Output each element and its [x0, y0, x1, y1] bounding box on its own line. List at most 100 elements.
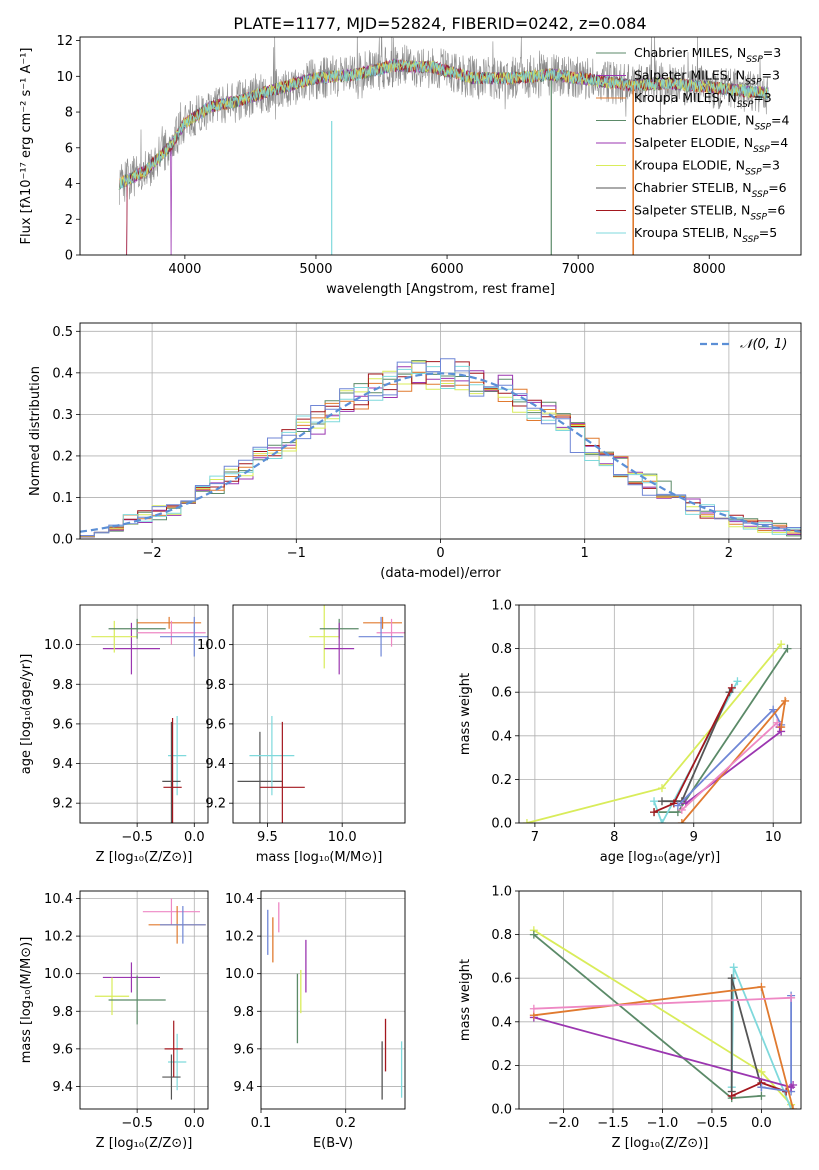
y-tick-label: 10.0: [44, 967, 73, 982]
gaussian-curve: [80, 372, 801, 533]
y-axis-label: Flux [fλ10⁻¹⁷ erg cm⁻² s⁻¹ A⁻¹]: [19, 48, 34, 245]
axes-frame: [79, 604, 209, 824]
axes-frame: [232, 604, 406, 824]
x-axis-label: mass [log₁₀(M/M⊙)]: [256, 850, 383, 865]
weight-line: [533, 1016, 794, 1089]
axes-frame: [79, 322, 802, 540]
y-tick-label: 9.8: [52, 678, 73, 693]
weight-marker: [777, 640, 786, 649]
y-tick-label: 10.4: [44, 892, 73, 907]
weight-marker: [729, 963, 738, 972]
plot-area-spectrum: [118, 37, 769, 255]
x-tick-label: 0.2: [335, 1116, 356, 1131]
weight-line: [681, 722, 778, 811]
x-tick-label: 8000: [693, 262, 726, 277]
y-tick-label: 10.4: [225, 892, 254, 907]
weight-marker: [650, 808, 659, 817]
y-tick-label: 9.8: [52, 1005, 73, 1020]
axes-massweight_vs_age: 7 8 9 10 0.0 0.2 0.4 0.6 0.8 1.0 age [log₁₀(age/yr…: [458, 599, 802, 865]
plot-area-massweight_vs_Z: [529, 926, 798, 1109]
weight-marker: [781, 696, 790, 705]
weight-marker: [733, 677, 742, 686]
x-tick-label: −2.0: [548, 1116, 580, 1131]
x-tick-label: −1: [287, 546, 306, 561]
figure-title: PLATE=1177, MJD=52824, FIBERID=0242, z=0…: [233, 14, 646, 33]
weight-marker: [789, 1081, 798, 1090]
weight-marker: [777, 723, 786, 732]
y-tick-label: 2: [65, 213, 73, 228]
y-tick-label: 0.6: [491, 972, 512, 987]
x-tick-label: 0.0: [184, 1116, 205, 1131]
weight-marker: [727, 683, 736, 692]
y-tick-label: 9.4: [205, 757, 226, 772]
x-tick-label: −1.0: [647, 1116, 679, 1131]
residual-legend: 𝒩(0, 1): [700, 337, 787, 352]
y-tick-label: 9.6: [52, 1042, 73, 1057]
axes-frame: [518, 890, 802, 1110]
y-tick-label: 0.2: [491, 1059, 512, 1074]
y-tick-label: 0.0: [52, 533, 73, 548]
weight-marker: [522, 819, 531, 823]
weight-marker: [783, 644, 792, 653]
legend-entry: Kroupa STELIB, NSSP=5: [634, 225, 777, 245]
y-tick-label: 0.8: [491, 642, 512, 657]
weight-marker: [657, 819, 666, 823]
x-tick-label: 1: [581, 546, 589, 561]
y-tick-label: 0.4: [52, 366, 73, 381]
y-axis-label: Normed distribution: [28, 366, 43, 496]
x-tick-label: 0.0: [751, 1116, 772, 1131]
y-tick-label: 10.0: [225, 967, 254, 982]
weight-marker: [657, 797, 666, 806]
x-tick-label: −0.5: [696, 1116, 728, 1131]
weight-marker: [789, 1105, 798, 1109]
axes-frame: [260, 890, 406, 1110]
weight-marker: [650, 797, 659, 806]
y-tick-label: 9.6: [52, 717, 73, 732]
weight-marker: [677, 805, 686, 814]
legend-entry: Chabrier ELODIE, NSSP=4: [634, 113, 789, 133]
x-tick-label: 4000: [168, 262, 201, 277]
weight-marker: [677, 819, 686, 823]
y-axis-label: mass weight: [458, 959, 473, 1041]
y-tick-label: 6: [65, 141, 73, 156]
y-tick-label: 0.3: [52, 408, 73, 423]
y-tick-label: 0.2: [52, 449, 73, 464]
weight-marker: [727, 974, 736, 983]
y-tick-label: 0: [65, 249, 73, 264]
y-tick-label: 10.2: [44, 930, 73, 945]
y-tick-label: 9.2: [205, 797, 226, 812]
weight-marker: [657, 784, 666, 793]
x-tick-label: 5000: [299, 262, 332, 277]
y-tick-label: 0.2: [491, 773, 512, 788]
x-tick-label: 9: [690, 830, 698, 845]
y-tick-label: 0.8: [491, 928, 512, 943]
y-tick-label: 0.4: [491, 1015, 512, 1030]
weight-marker: [529, 930, 538, 939]
y-tick-label: 9.4: [52, 1080, 73, 1095]
plot-area-massweight_vs_age: [522, 640, 792, 823]
legend-entry: Salpeter ELODIE, NSSP=4: [634, 135, 788, 155]
plot-area-mass_vs_EBV: [267, 902, 403, 1100]
axes-massweight_vs_Z: −2.0 −1.5 −1.0 −0.5 0.0 0.0 0.2 0.4 0.6 0.8 1.0 Z […: [458, 885, 802, 1151]
y-tick-label: 9.8: [233, 1005, 254, 1020]
weight-line: [533, 996, 792, 1010]
axes-spectrum: 4000 5000 6000 7000 8000 0 2 4 6 8 10 12 wavelength …: [19, 34, 802, 297]
plot-area-residuals: [80, 358, 801, 538]
x-axis-label: Z [log₁₀(Z/Z⊙)]: [96, 850, 193, 865]
x-tick-label: 8: [610, 830, 618, 845]
axes-frame: [79, 36, 802, 256]
weight-marker: [757, 1091, 766, 1100]
x-axis-label: Z [log₁₀(Z/Z⊙)]: [96, 1136, 193, 1151]
y-tick-label: 0.0: [491, 1103, 512, 1118]
x-axis-label: E(B-V): [313, 1136, 353, 1151]
axes-age_vs_mass: 9.5 10.0 9.2 9.4 9.6 9.8 10.0 mass [log₁₀(M/M⊙)…: [197, 604, 406, 865]
model-spectrum-line: [118, 58, 769, 190]
weight-line: [533, 985, 794, 1109]
y-tick-label: 10.0: [197, 638, 226, 653]
weight-marker: [673, 801, 682, 810]
y-axis-label: mass [log₁₀(M/M⊙)]: [19, 937, 34, 1064]
y-tick-label: 0.4: [491, 729, 512, 744]
y-axis-label: mass weight: [458, 673, 473, 755]
y-tick-label: 4: [65, 177, 73, 192]
